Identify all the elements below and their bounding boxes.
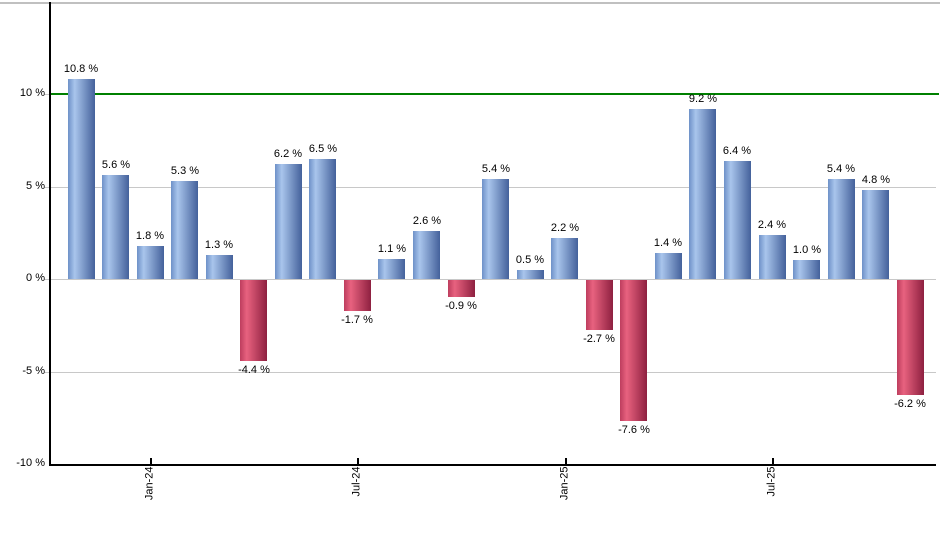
- y-axis-label: -5 %: [22, 365, 45, 377]
- bar-value-label: 5.6 %: [101, 159, 131, 171]
- y-axis-label: 5 %: [26, 180, 45, 192]
- x-axis-label: Jul-24: [350, 466, 363, 497]
- positive-bar: [413, 231, 440, 279]
- negative-bar: [586, 280, 613, 330]
- gridline: [51, 279, 936, 280]
- bar-value-label: 5.4 %: [481, 163, 511, 175]
- bar-value-label: 6.2 %: [273, 148, 303, 160]
- bar-value-label: 1.8 %: [135, 230, 165, 242]
- bar-value-label: -6.2 %: [894, 398, 926, 410]
- y-axis-tick: [44, 372, 49, 373]
- y-axis-line: [49, 2, 51, 466]
- bar-value-label: -2.7 %: [583, 333, 615, 345]
- positive-bar: [378, 259, 405, 279]
- x-axis-tick: [565, 458, 567, 464]
- y-axis-tick: [44, 94, 49, 95]
- bar-value-label: 0.5 %: [515, 254, 545, 266]
- bar-value-label: 9.2 %: [688, 93, 718, 105]
- x-axis-tick: [357, 458, 359, 464]
- positive-bar: [828, 179, 855, 279]
- negative-bar: [897, 280, 924, 395]
- y-axis-label: -10 %: [16, 457, 45, 469]
- bar-value-label: 1.3 %: [204, 239, 234, 251]
- positive-bar: [137, 246, 164, 279]
- negative-bar: [240, 280, 267, 361]
- bar-value-label: 5.4 %: [826, 163, 856, 175]
- positive-bar: [655, 253, 682, 279]
- gridline: [51, 372, 936, 373]
- bar-value-label: 2.2 %: [550, 222, 580, 234]
- y-axis-label: 0 %: [26, 272, 45, 284]
- positive-bar: [482, 179, 509, 279]
- bar-value-label: -4.4 %: [238, 364, 270, 376]
- y-axis-tick: [44, 279, 49, 280]
- positive-bar: [517, 270, 544, 279]
- positive-bar: [275, 164, 302, 279]
- plot-top-border: [0, 2, 940, 4]
- bar-value-label: 1.4 %: [653, 237, 683, 249]
- positive-bar: [724, 161, 751, 279]
- positive-bar: [793, 260, 820, 279]
- bar-value-label: -1.7 %: [341, 314, 373, 326]
- bar-value-label: 2.4 %: [757, 219, 787, 231]
- x-axis-tick: [772, 458, 774, 464]
- bar-value-label: 6.4 %: [722, 145, 752, 157]
- x-axis-line: [49, 464, 936, 466]
- y-axis-tick: [44, 187, 49, 188]
- bar-value-label: 1.0 %: [792, 244, 822, 256]
- negative-bar: [344, 280, 371, 311]
- bar-value-label: 1.1 %: [377, 243, 407, 255]
- negative-bar: [620, 280, 647, 421]
- positive-bar: [862, 190, 889, 279]
- positive-bar: [759, 235, 786, 279]
- bar-value-label: 10.8 %: [63, 63, 99, 75]
- positive-bar: [551, 238, 578, 279]
- positive-bar: [689, 109, 716, 279]
- x-axis-label: Jul-25: [765, 466, 778, 497]
- x-axis-label: Jan-25: [558, 466, 571, 501]
- bar-value-label: -7.6 %: [618, 424, 650, 436]
- threshold-line-10pct: [51, 93, 939, 95]
- bar-value-label: -0.9 %: [445, 300, 477, 312]
- bar-value-label: 4.8 %: [861, 174, 891, 186]
- bar-value-label: 5.3 %: [170, 165, 200, 177]
- x-axis-label: Jan-24: [143, 466, 156, 501]
- y-axis-label: 10 %: [19, 87, 45, 99]
- negative-bar: [448, 280, 475, 297]
- positive-bar: [171, 181, 198, 279]
- bar-value-label: 2.6 %: [412, 215, 442, 227]
- positive-bar: [102, 175, 129, 279]
- positive-bar: [68, 79, 95, 279]
- x-axis-tick: [150, 458, 152, 464]
- positive-bar: [206, 255, 233, 279]
- bar-value-label: 6.5 %: [308, 143, 338, 155]
- positive-bar: [309, 159, 336, 279]
